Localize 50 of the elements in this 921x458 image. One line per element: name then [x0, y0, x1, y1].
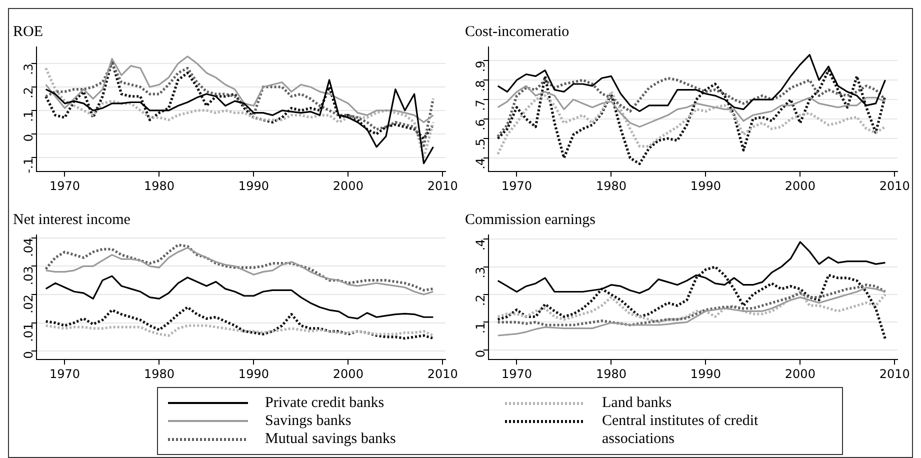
y-tick-label: .4 [474, 158, 488, 170]
legend-label: Mutual savings banks [265, 430, 397, 448]
y-tick-label: 0 [22, 351, 36, 359]
legend-label: Land banks [602, 394, 673, 412]
y-tick-label: .4 [474, 239, 488, 251]
x-tick-label: 2010 [879, 178, 910, 193]
y-tick-label: .02 [22, 294, 36, 314]
y-tick-label: .6 [474, 119, 488, 130]
x-tick-label: 2010 [427, 178, 458, 193]
x-tick-label: 1970 [49, 366, 80, 381]
y-tick-label: .1 [22, 110, 36, 122]
y-tick-label: .3 [22, 63, 36, 75]
y-tick-label: .7 [474, 100, 488, 112]
y-tick-label: .8 [474, 80, 488, 92]
x-tick-label: 1990 [238, 178, 269, 193]
y-tick-label: .5 [474, 138, 488, 150]
legend-label: Central institutes of credit associations [602, 412, 760, 448]
x-tick-label: 2000 [784, 178, 816, 193]
x-tick-label: 1970 [49, 178, 80, 193]
y-tick-label: .04 [22, 238, 36, 257]
x-tick-label: 2010 [427, 366, 458, 381]
y-tick-label: .2 [22, 86, 36, 98]
x-tick-label: 1990 [690, 178, 721, 193]
x-tick-label: 1970 [501, 366, 532, 381]
x-tick-label: 2010 [879, 366, 910, 381]
y-tick-label: .03 [22, 266, 36, 286]
x-tick-label: 1990 [238, 366, 269, 381]
x-tick-label: 1990 [690, 366, 721, 381]
chart-title: ROE [13, 24, 43, 40]
x-tick-label: 1980 [144, 178, 174, 193]
x-tick-label: 1980 [144, 366, 174, 381]
y-tick-label: 0 [22, 134, 36, 142]
chart-title: Commission earnings [465, 212, 596, 228]
y-tick-label: .01 [22, 322, 36, 342]
y-tick-label: 0 [474, 350, 488, 358]
y-tick-label: .9 [474, 60, 488, 72]
x-tick-label: 2000 [332, 366, 364, 381]
y-tick-label: -.1 [22, 157, 36, 174]
legend-label: Private credit banks [265, 394, 386, 412]
y-tick-label: .3 [474, 266, 488, 278]
chart-title: Net interest income [13, 212, 131, 228]
x-tick-label: 1980 [596, 178, 626, 193]
x-tick-label: 1980 [596, 366, 626, 381]
x-tick-label: 1970 [501, 178, 532, 193]
chart-title: Cost-incomeratio [465, 24, 570, 40]
x-tick-label: 2000 [332, 178, 364, 193]
y-tick-label: .2 [474, 294, 488, 306]
y-tick-label: .1 [474, 322, 488, 334]
x-tick-label: 2000 [784, 366, 816, 381]
legend-label: Savings banks [265, 412, 352, 430]
